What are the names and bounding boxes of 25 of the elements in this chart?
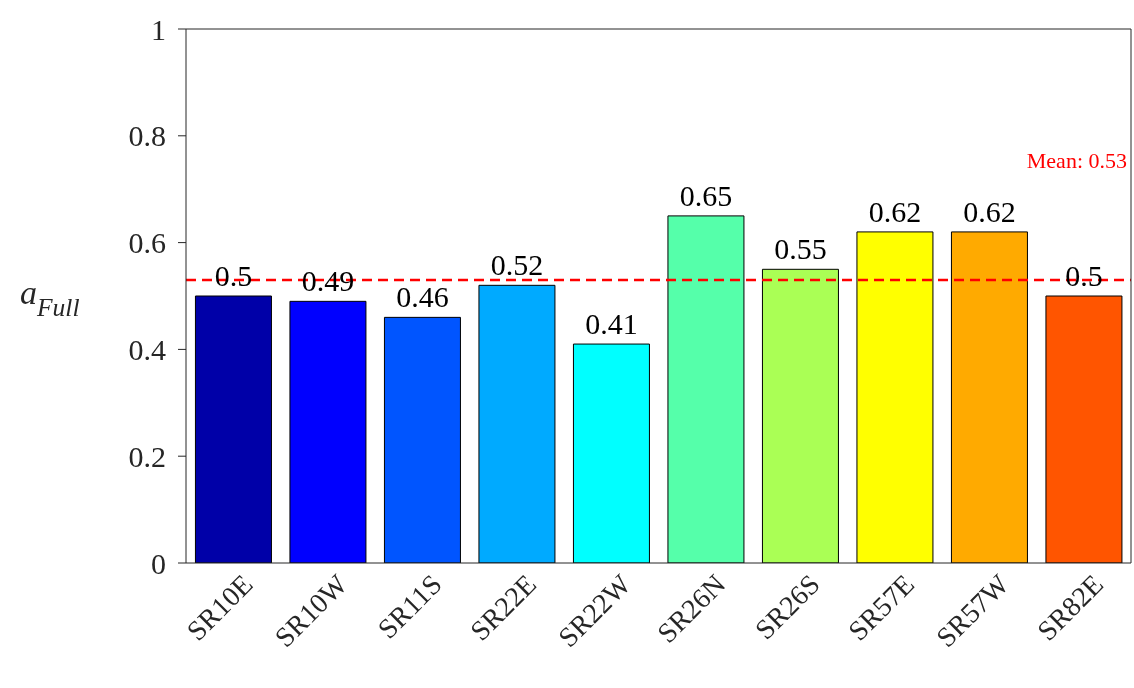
y-tick-label: 0.4 <box>128 333 166 367</box>
bar <box>194 295 272 563</box>
bar <box>761 268 839 563</box>
data-label: 0.46 <box>396 280 449 314</box>
y-tick-label: 0.2 <box>128 439 166 473</box>
bar <box>1045 295 1123 563</box>
y-tick-label: 0 <box>151 546 166 580</box>
bar <box>289 300 367 563</box>
data-label: 0.65 <box>679 178 733 212</box>
y-tick-label: 1 <box>151 12 166 46</box>
ref-line-label: Mean: 0.53 <box>1026 147 1127 173</box>
y-axis-title: a$_{Full}$ <box>20 273 80 323</box>
data-label: 0.52 <box>490 248 544 282</box>
bar <box>667 215 745 563</box>
data-label: 0.41 <box>585 307 638 341</box>
bar <box>950 231 1028 563</box>
data-label: 0.55 <box>774 232 827 266</box>
data-label: 0.62 <box>963 194 1016 228</box>
bar <box>572 343 650 563</box>
data-label: 0.62 <box>868 194 922 228</box>
bar <box>478 284 556 563</box>
bar <box>383 316 461 563</box>
y-tick-label: 0.8 <box>128 119 166 153</box>
bar <box>856 231 934 563</box>
y-tick-label: 0.6 <box>128 226 166 260</box>
